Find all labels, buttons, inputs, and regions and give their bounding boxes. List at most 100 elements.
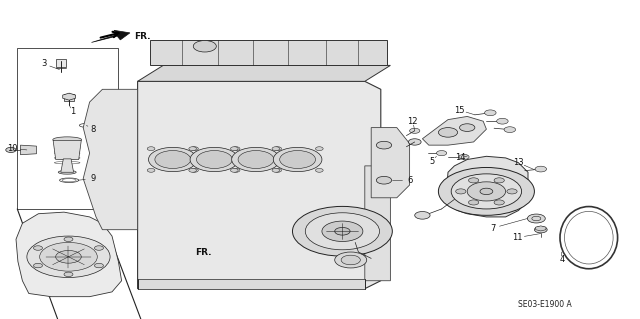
Polygon shape (447, 156, 528, 217)
Polygon shape (536, 226, 546, 231)
Circle shape (480, 188, 493, 195)
Bar (218, 43, 256, 51)
Circle shape (316, 168, 323, 172)
Text: FR.: FR. (195, 248, 212, 256)
Circle shape (190, 147, 239, 172)
Circle shape (436, 151, 447, 156)
Polygon shape (154, 249, 192, 262)
Polygon shape (138, 65, 390, 81)
Text: 4: 4 (559, 256, 564, 264)
Circle shape (147, 168, 155, 172)
Circle shape (322, 221, 363, 241)
Circle shape (189, 168, 196, 172)
Text: 9: 9 (90, 174, 95, 183)
Polygon shape (422, 116, 486, 145)
Polygon shape (20, 145, 36, 155)
Circle shape (504, 127, 516, 132)
Circle shape (232, 147, 280, 172)
Circle shape (232, 147, 240, 151)
Polygon shape (61, 159, 74, 172)
Circle shape (468, 178, 479, 183)
Text: 14: 14 (456, 153, 466, 162)
Circle shape (468, 200, 479, 205)
Polygon shape (53, 140, 81, 160)
Text: 11: 11 (512, 233, 522, 242)
Circle shape (410, 128, 420, 133)
Circle shape (274, 147, 282, 151)
Circle shape (273, 147, 322, 172)
Text: 1: 1 (70, 107, 75, 116)
Circle shape (230, 168, 238, 172)
Circle shape (534, 226, 547, 233)
Circle shape (456, 189, 466, 194)
Circle shape (27, 236, 110, 278)
Circle shape (460, 124, 475, 131)
Circle shape (40, 242, 97, 271)
Circle shape (95, 246, 104, 250)
Circle shape (376, 141, 392, 149)
Ellipse shape (102, 191, 118, 204)
Circle shape (33, 246, 42, 250)
Bar (56, 59, 66, 67)
Circle shape (535, 166, 547, 172)
Bar (64, 94, 74, 101)
Circle shape (335, 252, 367, 268)
Circle shape (272, 168, 280, 172)
Circle shape (305, 213, 380, 250)
Circle shape (64, 272, 73, 277)
Circle shape (56, 250, 81, 263)
Ellipse shape (102, 140, 118, 153)
Circle shape (292, 206, 392, 256)
Circle shape (147, 147, 155, 151)
Ellipse shape (53, 137, 82, 143)
Circle shape (280, 151, 316, 168)
Text: FR.: FR. (134, 32, 151, 41)
Circle shape (193, 41, 216, 52)
Text: 15: 15 (454, 106, 465, 115)
Circle shape (527, 214, 545, 223)
Polygon shape (138, 279, 365, 289)
Polygon shape (150, 40, 387, 65)
Circle shape (316, 147, 323, 151)
Circle shape (196, 151, 232, 168)
Text: SE03-E1900 A: SE03-E1900 A (518, 300, 572, 309)
Circle shape (484, 110, 496, 116)
Circle shape (335, 227, 350, 235)
Circle shape (438, 167, 534, 215)
Circle shape (189, 147, 196, 151)
Ellipse shape (102, 166, 118, 179)
Ellipse shape (58, 170, 76, 174)
Polygon shape (92, 30, 130, 42)
Circle shape (341, 255, 360, 265)
Circle shape (438, 128, 458, 137)
Circle shape (415, 211, 430, 219)
Circle shape (95, 263, 104, 268)
Circle shape (494, 178, 504, 183)
Circle shape (408, 139, 421, 145)
Text: 3: 3 (41, 59, 46, 68)
Circle shape (155, 151, 191, 168)
Circle shape (467, 182, 506, 201)
Circle shape (64, 237, 73, 241)
Text: 10: 10 (8, 144, 18, 153)
Circle shape (272, 147, 280, 151)
Circle shape (459, 154, 469, 160)
Polygon shape (365, 166, 390, 281)
Polygon shape (371, 128, 410, 198)
Polygon shape (83, 89, 138, 230)
Polygon shape (138, 81, 381, 289)
Text: 12: 12 (408, 117, 418, 126)
Ellipse shape (102, 115, 118, 128)
Polygon shape (63, 93, 76, 100)
Circle shape (494, 200, 504, 205)
Circle shape (33, 263, 42, 268)
Circle shape (497, 118, 508, 124)
Circle shape (376, 176, 392, 184)
Circle shape (274, 168, 282, 172)
Text: 5: 5 (429, 157, 435, 166)
Circle shape (507, 189, 517, 194)
Text: 7: 7 (490, 224, 495, 233)
Circle shape (191, 147, 198, 151)
Circle shape (230, 147, 238, 151)
Circle shape (6, 147, 16, 152)
